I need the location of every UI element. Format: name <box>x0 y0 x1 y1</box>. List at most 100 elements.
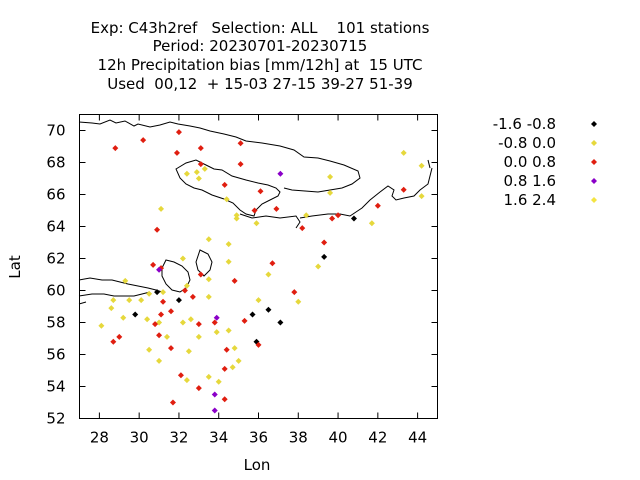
coastline <box>78 119 433 305</box>
station-marker <box>418 162 425 169</box>
station-marker <box>179 255 186 262</box>
station-marker <box>221 365 228 372</box>
station-marker <box>205 276 212 283</box>
station-marker <box>144 316 151 323</box>
x-tick-label: 36 <box>249 429 268 447</box>
station-marker <box>138 297 145 304</box>
station-marker <box>269 260 276 267</box>
station-marker <box>374 202 381 209</box>
station-marker <box>187 316 194 323</box>
station-marker <box>158 311 165 318</box>
legend-marker <box>591 197 597 203</box>
x-tick-labels: 28 30 32 34 36 38 40 42 44 <box>90 429 427 447</box>
station-marker <box>152 321 159 328</box>
y-tick-label: 64 <box>46 218 65 236</box>
station-marker <box>167 308 174 315</box>
station-marker <box>110 338 117 345</box>
station-marker <box>160 298 167 305</box>
legend-label: -0.8 0.0 <box>498 134 556 152</box>
station-marker <box>237 140 244 147</box>
station-marker <box>205 236 212 243</box>
station-marker <box>197 161 204 168</box>
station-marker <box>158 205 165 212</box>
station-marker <box>156 332 163 339</box>
station-marker <box>213 314 220 321</box>
station-marker <box>255 297 262 304</box>
station-marker <box>277 319 284 326</box>
station-marker <box>223 196 230 203</box>
station-marker <box>400 149 407 156</box>
station-marker <box>205 293 212 300</box>
station-marker <box>350 215 357 222</box>
station-marker <box>265 271 272 278</box>
station-marker <box>197 271 204 278</box>
station-marker <box>400 186 407 193</box>
station-marker <box>132 311 139 318</box>
station-marker <box>185 348 192 355</box>
plot-frame <box>79 114 438 419</box>
station-marker <box>140 137 147 144</box>
station-marker <box>211 319 218 326</box>
station-marker <box>156 357 163 364</box>
station-marker <box>183 377 190 384</box>
station-marker <box>110 297 117 304</box>
title-line-2: Period: 20230701-20230715 <box>152 37 368 55</box>
station-marker <box>154 289 161 296</box>
station-marker <box>112 145 119 152</box>
station-marker <box>295 298 302 305</box>
station-marker <box>146 346 153 353</box>
station-marker <box>189 293 196 300</box>
station-marker <box>195 385 202 392</box>
legend-label: -1.6 -0.8 <box>493 115 556 133</box>
y-tick-label: 68 <box>46 154 65 172</box>
station-marker <box>253 220 260 227</box>
station-marker <box>321 239 328 246</box>
station-marker <box>335 212 342 219</box>
station-marker <box>299 225 306 232</box>
station-marker <box>251 207 258 214</box>
station-marker <box>177 372 184 379</box>
y-tick-label: 56 <box>46 346 65 364</box>
station-marker <box>167 345 174 352</box>
y-axis-label: Lat <box>6 255 24 279</box>
station-marker <box>126 297 133 304</box>
station-marker <box>221 396 228 403</box>
station-marker <box>221 181 228 188</box>
legend-label: 1.6 2.4 <box>504 191 556 209</box>
axis-ticks <box>79 114 438 419</box>
station-marker <box>277 170 284 177</box>
y-tick-label: 58 <box>46 314 65 332</box>
y-tick-labels: 52 54 56 58 60 62 64 66 68 70 <box>46 122 65 428</box>
station-marker <box>160 289 167 296</box>
station-marker <box>181 287 188 294</box>
station-marker <box>225 241 232 248</box>
station-marker <box>303 212 310 219</box>
station-marker <box>327 189 334 196</box>
station-marker <box>195 321 202 328</box>
station-marker <box>329 215 336 222</box>
station-marker <box>164 333 171 340</box>
station-marker <box>233 215 240 222</box>
x-tick-label: 42 <box>368 429 387 447</box>
x-axis-label: Lon <box>244 456 271 474</box>
legend-marker <box>591 159 597 165</box>
station-marker <box>235 357 242 364</box>
station-marker <box>120 314 127 321</box>
station-marker <box>201 165 208 172</box>
y-tick-label: 62 <box>46 250 65 268</box>
station-marker <box>183 282 190 289</box>
legend: -1.6 -0.8-0.8 0.00.0 0.80.8 1.61.6 2.4 <box>493 115 597 209</box>
title-line-3: 12h Precipitation bias [mm/12h] at 15 UT… <box>97 56 423 74</box>
x-tick-label: 44 <box>408 429 427 447</box>
station-marker <box>368 220 375 227</box>
station-marker <box>175 129 182 136</box>
station-marker <box>321 253 328 260</box>
station-marker <box>229 364 236 371</box>
station-marker <box>273 205 280 212</box>
station-marker <box>122 277 129 284</box>
title-line-4: Used 00,12 + 15-03 27-15 39-27 51-39 <box>107 75 413 93</box>
station-marker <box>197 145 204 152</box>
y-tick-label: 70 <box>46 122 65 140</box>
station-marker <box>179 319 186 326</box>
station-marker <box>237 161 244 168</box>
